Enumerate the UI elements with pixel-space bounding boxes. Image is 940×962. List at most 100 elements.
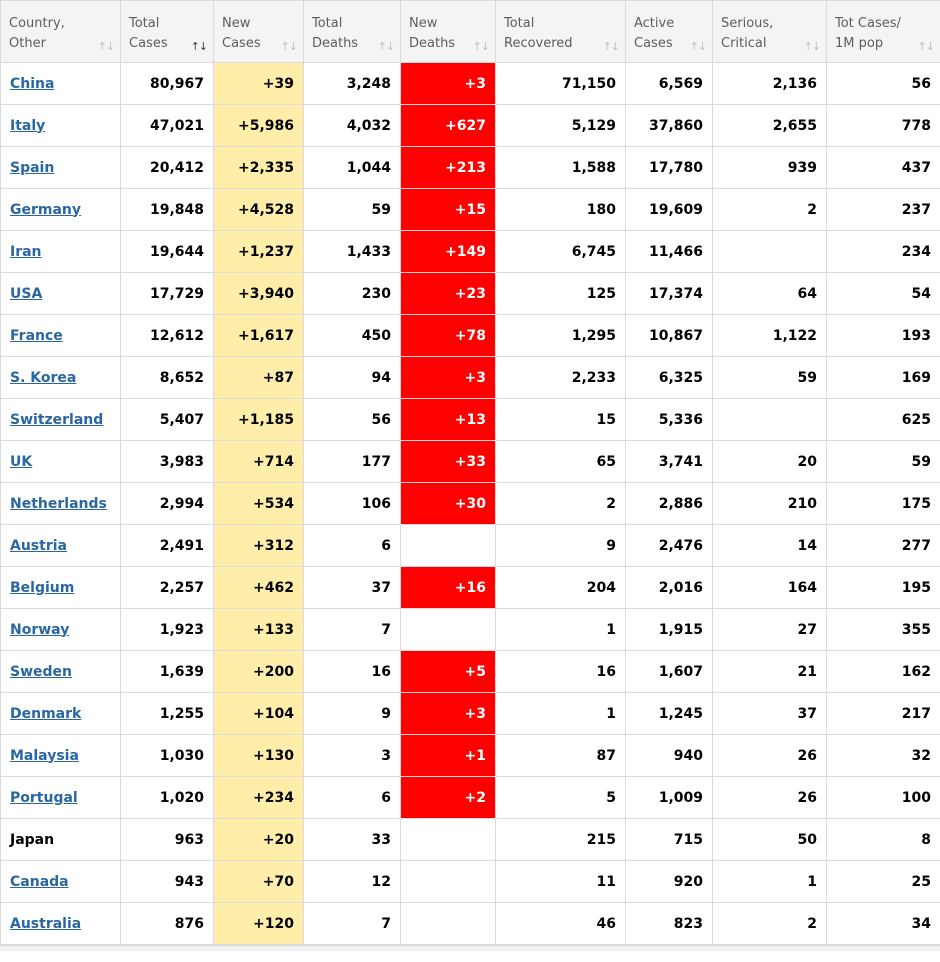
column-label: New Deaths xyxy=(409,16,456,51)
total-deaths-cell: 4,032 xyxy=(303,104,401,147)
total-recovered-cell: 2,233 xyxy=(495,356,626,399)
column-header-cases-per-1m[interactable]: Tot Cases/ 1M pop ↑↓ xyxy=(826,0,940,63)
new-deaths-cell xyxy=(400,524,496,567)
serious-critical-cell: 21 xyxy=(712,650,827,693)
active-cases-cell: 1,915 xyxy=(625,608,713,651)
country-link[interactable]: China xyxy=(10,75,55,92)
sort-icon[interactable]: ↑↓ xyxy=(472,40,490,53)
active-cases-cell: 715 xyxy=(625,818,713,861)
country-cell: S. Korea xyxy=(0,356,121,399)
new-cases-cell: +462 xyxy=(213,566,304,609)
country-link[interactable]: Malaysia xyxy=(10,747,79,764)
country-cell: China xyxy=(0,62,121,105)
country-link[interactable]: Spain xyxy=(10,159,55,176)
table-row: Austria 2,491 +312 6 9 2,476 14 277 xyxy=(0,524,940,567)
total-deaths-cell: 177 xyxy=(303,440,401,483)
column-header-serious-critical[interactable]: Serious, Critical ↑↓ xyxy=(712,0,827,63)
country-link[interactable]: Belgium xyxy=(10,579,75,596)
country-link[interactable]: UK xyxy=(10,453,33,470)
country-link[interactable]: Portugal xyxy=(10,789,78,806)
total-cases-cell: 1,030 xyxy=(120,734,214,777)
sort-icon[interactable]: ↑↓ xyxy=(280,40,298,53)
total-deaths-cell: 1,433 xyxy=(303,230,401,273)
sort-icon[interactable]: ↑↓ xyxy=(917,40,935,53)
country-cell: Japan xyxy=(0,818,121,861)
new-cases-cell: +5,986 xyxy=(213,104,304,147)
country-link[interactable]: Canada xyxy=(10,873,69,890)
sort-icon[interactable]: ↑↓ xyxy=(190,40,208,53)
column-header-total-recovered[interactable]: Total Recovered ↑↓ xyxy=(495,0,626,63)
new-deaths-cell: +13 xyxy=(400,398,496,441)
active-cases-cell: 2,476 xyxy=(625,524,713,567)
table-row: S. Korea 8,652 +87 94 +3 2,233 6,325 59 169 xyxy=(0,356,940,399)
column-header-country[interactable]: Country, Other ↑↓ xyxy=(0,0,121,63)
country-cell: Italy xyxy=(0,104,121,147)
new-cases-cell: +39 xyxy=(213,62,304,105)
country-cell: Netherlands xyxy=(0,482,121,525)
column-header-active-cases[interactable]: Active Cases ↑↓ xyxy=(625,0,713,63)
total-recovered-cell: 71,150 xyxy=(495,62,626,105)
cases-per-1m-cell: 437 xyxy=(826,146,940,189)
country-link[interactable]: Denmark xyxy=(10,705,82,722)
new-deaths-cell: +1 xyxy=(400,734,496,777)
country-link[interactable]: Germany xyxy=(10,201,82,218)
country-link[interactable]: Australia xyxy=(10,915,82,932)
total-deaths-cell: 9 xyxy=(303,692,401,735)
table-row: China 80,967 +39 3,248 +3 71,150 6,569 2,136 56 xyxy=(0,62,940,105)
cases-per-1m-cell: 8 xyxy=(826,818,940,861)
country-link[interactable]: Iran xyxy=(10,243,42,260)
serious-critical-cell: 26 xyxy=(712,776,827,819)
country-link[interactable]: Austria xyxy=(10,537,67,554)
country-cell: Switzerland xyxy=(0,398,121,441)
table-row: Netherlands 2,994 +534 106 +30 2 2,886 210 175 xyxy=(0,482,940,525)
total-recovered-cell: 1,588 xyxy=(495,146,626,189)
country-cell: USA xyxy=(0,272,121,315)
country-link[interactable]: USA xyxy=(10,285,43,302)
table-row: Iran 19,644 +1,237 1,433 +149 6,745 11,466 234 xyxy=(0,230,940,273)
total-deaths-cell: 16 xyxy=(303,650,401,693)
table-row: Portugal 1,020 +234 6 +2 5 1,009 26 100 xyxy=(0,776,940,819)
sort-icon[interactable]: ↑↓ xyxy=(602,40,620,53)
column-header-total-deaths[interactable]: Total Deaths ↑↓ xyxy=(303,0,401,63)
sort-icon[interactable]: ↑↓ xyxy=(377,40,395,53)
cases-per-1m-cell: 54 xyxy=(826,272,940,315)
column-label: Active Cases xyxy=(634,16,675,51)
country-cell: Malaysia xyxy=(0,734,121,777)
new-deaths-cell: +213 xyxy=(400,146,496,189)
column-header-new-deaths[interactable]: New Deaths ↑↓ xyxy=(400,0,496,63)
sort-icon[interactable]: ↑↓ xyxy=(97,40,115,53)
total-cases-cell: 20,412 xyxy=(120,146,214,189)
active-cases-cell: 940 xyxy=(625,734,713,777)
country-link[interactable]: S. Korea xyxy=(10,369,77,386)
cases-per-1m-cell: 59 xyxy=(826,440,940,483)
sort-icon[interactable]: ↑↓ xyxy=(689,40,707,53)
column-header-total-cases[interactable]: Total Cases ↑↓ xyxy=(120,0,214,63)
new-cases-cell: +200 xyxy=(213,650,304,693)
country-link[interactable]: Switzerland xyxy=(10,411,104,428)
serious-critical-cell: 1 xyxy=(712,860,827,903)
new-cases-cell: +87 xyxy=(213,356,304,399)
table-row: Germany 19,848 +4,528 59 +15 180 19,609 2 237 xyxy=(0,188,940,231)
new-cases-cell: +130 xyxy=(213,734,304,777)
total-cases-cell: 12,612 xyxy=(120,314,214,357)
country-link[interactable]: Sweden xyxy=(10,663,72,680)
table-row: France 12,612 +1,617 450 +78 1,295 10,867 1,122… xyxy=(0,314,940,357)
country-link[interactable]: France xyxy=(10,327,63,344)
column-header-new-cases[interactable]: New Cases ↑↓ xyxy=(213,0,304,63)
cases-per-1m-cell: 195 xyxy=(826,566,940,609)
active-cases-cell: 19,609 xyxy=(625,188,713,231)
serious-critical-cell: 2,136 xyxy=(712,62,827,105)
new-cases-cell: +120 xyxy=(213,902,304,945)
country-link[interactable]: Netherlands xyxy=(10,495,107,512)
serious-critical-cell: 20 xyxy=(712,440,827,483)
active-cases-cell: 5,336 xyxy=(625,398,713,441)
country-link[interactable]: Norway xyxy=(10,621,70,638)
new-cases-cell: +133 xyxy=(213,608,304,651)
country-link[interactable]: Italy xyxy=(10,117,46,134)
sort-icon[interactable]: ↑↓ xyxy=(803,40,821,53)
country-cell: Germany xyxy=(0,188,121,231)
total-cases-cell: 80,967 xyxy=(120,62,214,105)
country-cell: France xyxy=(0,314,121,357)
country-cell: Iran xyxy=(0,230,121,273)
total-cases-cell: 876 xyxy=(120,902,214,945)
